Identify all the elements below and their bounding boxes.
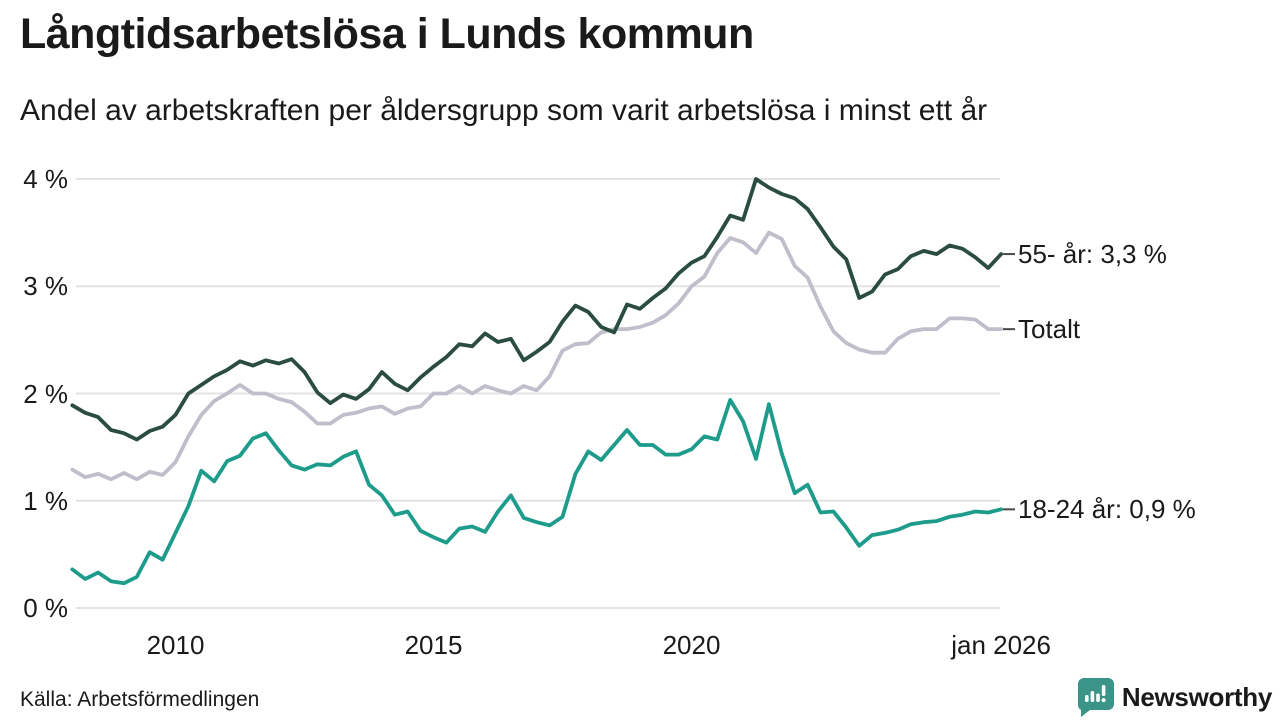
y-axis-tick-label: 0 %	[23, 593, 68, 623]
newsworthy-wordmark: Newsworthy	[1121, 681, 1272, 712]
page-title: Långtidsarbetslösa i Lunds kommun	[20, 10, 754, 58]
bar-chart-glyph	[1084, 685, 1106, 703]
y-axis-tick-label: 2 %	[23, 378, 68, 409]
exclamation-bar	[1101, 685, 1106, 696]
newsworthy-logo-icon	[1077, 678, 1114, 717]
x-axis-tick-label: 2015	[404, 630, 463, 660]
source-note: Källa: Arbetsförmedlingen	[20, 688, 260, 711]
y-axis-tick-label: 3 %	[23, 271, 68, 302]
series-end-label: Totalt	[1018, 314, 1081, 345]
series-end-label: 55- år: 3,3 %	[1018, 239, 1167, 270]
page-subtitle: Andel av arbetskraften per åldersgrupp s…	[20, 94, 988, 127]
x-axis-tick-label: jan 2026	[951, 630, 1051, 660]
series-line-55r	[70, 177, 1003, 442]
exclamation-dot	[1101, 698, 1106, 703]
speech-bubble-shape	[1077, 678, 1114, 717]
y-axis-tick-label: 4 %	[23, 164, 68, 194]
x-axis-tick-label: 2020	[662, 630, 721, 660]
newsworthy-brand: Newsworthy	[1075, 676, 1272, 718]
series-line-1824r	[70, 397, 1003, 586]
x-axis-tick-label: 2010	[146, 630, 205, 660]
series-end-label: 18-24 år: 0,9 %	[1018, 494, 1196, 525]
series-line-Totalt	[70, 230, 1003, 482]
y-axis-tick-label: 1 %	[23, 485, 68, 516]
